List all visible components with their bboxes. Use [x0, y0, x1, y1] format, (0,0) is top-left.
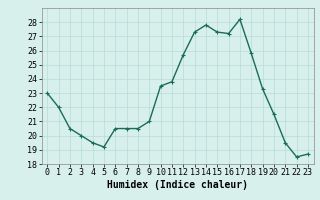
X-axis label: Humidex (Indice chaleur): Humidex (Indice chaleur): [107, 180, 248, 190]
